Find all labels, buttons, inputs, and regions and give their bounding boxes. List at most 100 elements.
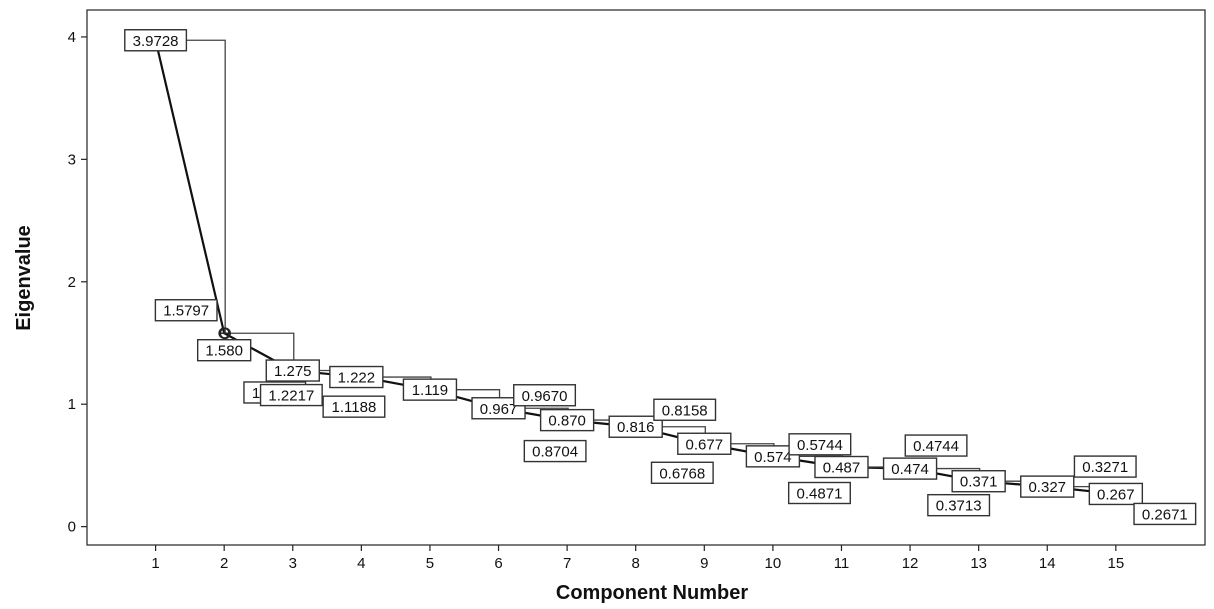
x-tick-label: 10 bbox=[765, 555, 782, 572]
data-label-text: 0.4871 bbox=[797, 486, 843, 503]
y-tick-label: 4 bbox=[68, 29, 76, 46]
x-tick-label: 11 bbox=[834, 555, 850, 572]
data-label-text: 1.275 bbox=[274, 363, 312, 380]
data-label: 0.4744 bbox=[904, 434, 968, 457]
data-label: 1.275 bbox=[265, 359, 320, 382]
data-label-text: 0.487 bbox=[823, 460, 861, 477]
data-label-box bbox=[904, 434, 968, 457]
data-label-box bbox=[1088, 482, 1144, 506]
data-label-text: 0.8704 bbox=[532, 444, 578, 461]
data-label-box bbox=[259, 383, 323, 407]
data-label-text: 0.4744 bbox=[913, 438, 959, 455]
data-label-text: 1.2217 bbox=[268, 388, 314, 405]
data-label-box bbox=[539, 408, 595, 432]
data-label: 0.677 bbox=[677, 432, 732, 455]
data-label: 0.8704 bbox=[523, 439, 587, 463]
data-label: 1.1188 bbox=[322, 395, 386, 418]
data-label: 1.222 bbox=[329, 365, 384, 389]
data-label-box bbox=[814, 455, 869, 479]
data-label-text: 0.474 bbox=[891, 461, 929, 478]
data-label: 0.816 bbox=[608, 415, 663, 438]
y-tick-label: 1 bbox=[68, 396, 76, 413]
x-tick-label: 15 bbox=[1107, 555, 1124, 572]
data-label-box bbox=[745, 445, 801, 468]
x-tick-label: 1 bbox=[151, 555, 159, 572]
data-label: 0.5744 bbox=[788, 433, 852, 456]
data-label-box bbox=[788, 433, 852, 456]
data-label-text: 1.5797 bbox=[163, 303, 209, 320]
data-label-box bbox=[322, 395, 386, 418]
data-label-text: 0.816 bbox=[617, 419, 655, 436]
data-label: 0.967 bbox=[471, 397, 526, 420]
data-label-box bbox=[154, 299, 218, 322]
data-label-text: 0.677 bbox=[686, 436, 724, 453]
data-label-text: 0.3271 bbox=[1082, 459, 1128, 476]
x-tick-label: 4 bbox=[357, 555, 365, 572]
data-label-box bbox=[1020, 475, 1075, 498]
data-labels: 3.9731.5801.2751.2221.1190.9670.8700.816… bbox=[124, 29, 1197, 526]
data-label: 0.3713 bbox=[927, 493, 991, 517]
data-label-box bbox=[650, 461, 714, 484]
data-label-box bbox=[951, 470, 1006, 493]
data-label-box bbox=[1073, 455, 1137, 478]
data-label-text: 1.222 bbox=[338, 370, 376, 387]
data-label-text: 0.574 bbox=[754, 449, 792, 466]
data-label: 1.580 bbox=[196, 339, 252, 362]
plot-frame bbox=[86, 9, 1206, 546]
data-label: 0.327 bbox=[1020, 475, 1075, 498]
data-label: 0.8158 bbox=[653, 398, 717, 421]
data-label-text: 0.967 bbox=[480, 401, 518, 418]
data-label: 0.9670 bbox=[513, 384, 577, 407]
data-label-text: 0.870 bbox=[548, 413, 586, 430]
data-label-box bbox=[1133, 502, 1197, 526]
data-label: 0.4871 bbox=[787, 481, 851, 505]
data-label-box bbox=[402, 378, 458, 401]
data-label-box bbox=[471, 397, 526, 420]
data-label-box bbox=[513, 384, 577, 407]
data-label-box bbox=[882, 457, 938, 480]
data-label-box bbox=[523, 439, 587, 463]
x-axis-title: Component Number bbox=[556, 582, 748, 604]
y-axis: 0 1 2 3 4 bbox=[68, 29, 87, 536]
x-tick-label: 14 bbox=[1039, 555, 1056, 572]
data-label-box bbox=[265, 359, 320, 382]
data-label-text: 0.327 bbox=[1028, 479, 1066, 496]
x-tick-label: 3 bbox=[289, 555, 297, 572]
x-tick-label: 6 bbox=[494, 555, 502, 572]
data-label-text: 3.9728 bbox=[133, 33, 179, 50]
data-label-box bbox=[196, 339, 252, 362]
data-label: 1.5797 bbox=[154, 299, 218, 322]
data-label-text: 0.371 bbox=[960, 474, 998, 491]
data-label: 3.9728 bbox=[124, 29, 188, 52]
data-label: 0.870 bbox=[539, 408, 595, 432]
data-label-text: 1.1188 bbox=[332, 399, 377, 416]
data-label: 0.3271 bbox=[1073, 455, 1137, 478]
x-tick-label: 2 bbox=[220, 555, 228, 572]
data-label-text: 0.267 bbox=[1097, 486, 1135, 503]
data-label-box bbox=[608, 415, 663, 438]
data-label-box bbox=[653, 398, 717, 421]
y-tick-label: 3 bbox=[68, 151, 76, 168]
x-tick-label: 9 bbox=[700, 555, 708, 572]
data-label-box bbox=[927, 493, 991, 517]
x-axis: 1 2 3 4 5 6 7 8 9 10 11 12 13 14 15 bbox=[151, 545, 1124, 572]
data-label: 0.2671 bbox=[1133, 502, 1197, 526]
y-tick-label: 0 bbox=[68, 519, 76, 536]
data-label-text: 0.8158 bbox=[662, 402, 708, 419]
data-label-text: 0.2671 bbox=[1142, 506, 1188, 523]
data-label: 0.574 bbox=[745, 445, 801, 468]
y-tick-label: 2 bbox=[68, 274, 76, 291]
data-label: 1.119 bbox=[402, 378, 458, 401]
data-label-box bbox=[677, 432, 732, 455]
data-label: 0.474 bbox=[882, 457, 938, 480]
data-label-box bbox=[329, 365, 384, 389]
data-label-text: 0.6768 bbox=[659, 465, 705, 482]
data-label: 0.267 bbox=[1088, 482, 1144, 506]
x-tick-label: 13 bbox=[970, 555, 987, 572]
data-label-text: 1.580 bbox=[205, 343, 243, 360]
x-tick-label: 8 bbox=[632, 555, 640, 572]
data-label: 0.371 bbox=[951, 470, 1006, 493]
data-label-box bbox=[787, 481, 851, 505]
